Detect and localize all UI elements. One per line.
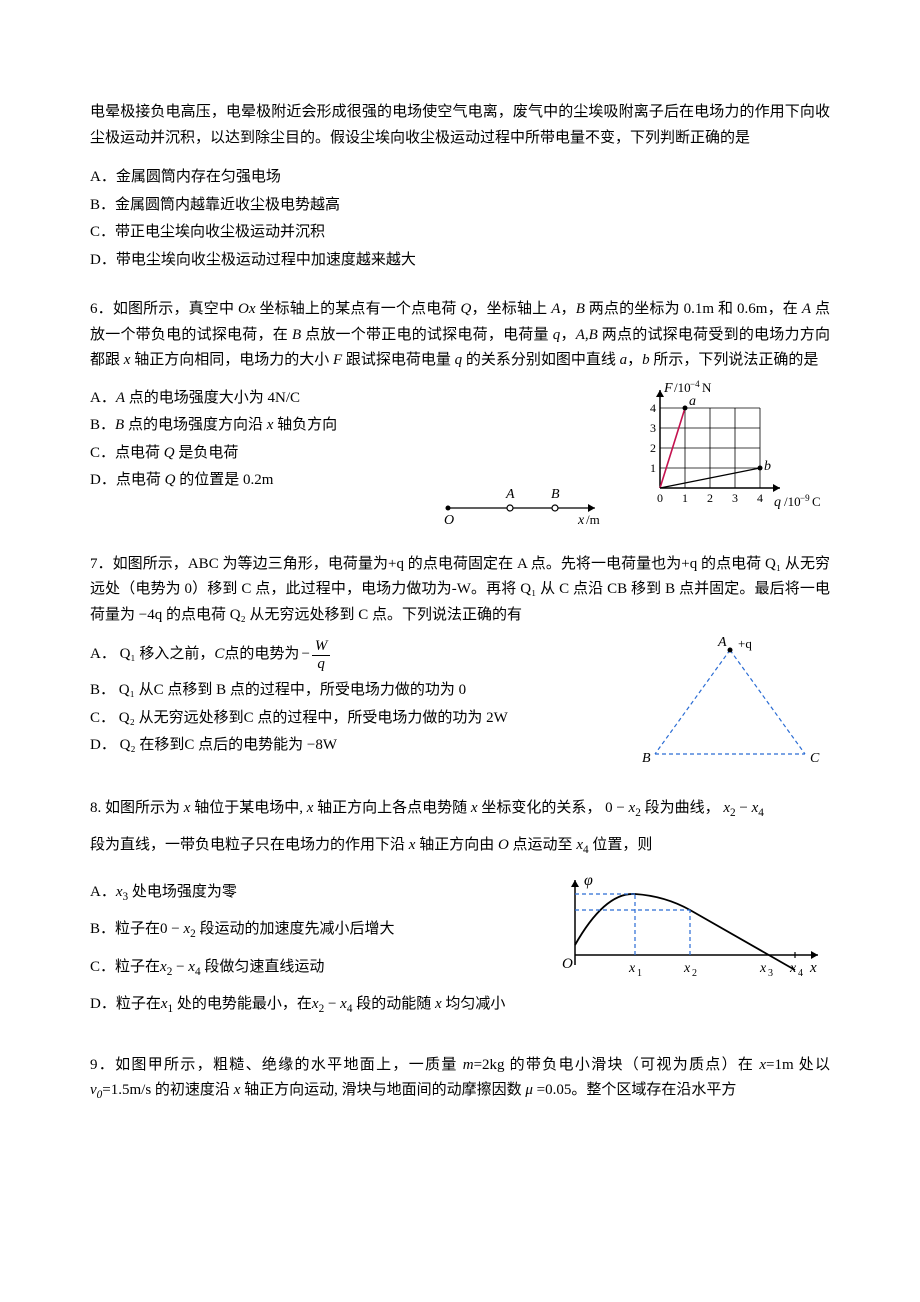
q8-stem-2: 段为直线，一带负电粒子只在电场力的作用下沿 x 轴正方向由 O 点运动至 x4 … — [90, 833, 830, 860]
q7-options: A． Q₁ 移入之前，C 点的电势为 − Wq B． Q₁ 从C 点移到 B 点… — [90, 638, 618, 759]
q6-option-b: B．B 点的电场强度方向沿 x 轴负方向 — [90, 413, 428, 439]
q7-option-a: A． Q₁ 移入之前，C 点的电势为 − Wq — [90, 638, 618, 672]
svg-text:φ: φ — [584, 872, 593, 889]
svg-text:C: C — [810, 751, 820, 766]
svg-text:+q: +q — [738, 636, 752, 651]
q6-line-diagram: O A B x /m — [440, 478, 610, 528]
q6-stem: 6．如图所示，真空中 Ox 坐标轴上的某点有一个点电荷 Q，坐标轴上 A，B 两… — [90, 297, 830, 374]
svg-text:3: 3 — [768, 968, 773, 979]
svg-text:4: 4 — [650, 401, 656, 415]
svg-text:3: 3 — [650, 421, 656, 435]
svg-text:4: 4 — [757, 491, 763, 505]
svg-text:1: 1 — [650, 461, 656, 475]
q8-option-d: D．粒子在x1 处的电势能最小，在x2 − x4 段的动能随 x 均匀减小 — [90, 992, 538, 1019]
q6-option-c: C．点电荷 Q 是负电荷 — [90, 441, 428, 467]
q5-option-a: A．金属圆筒内存在匀强电场 — [90, 165, 830, 191]
svg-text:2: 2 — [650, 441, 656, 455]
svg-text:3: 3 — [732, 491, 738, 505]
svg-text:A: A — [717, 635, 727, 650]
svg-text:N: N — [702, 380, 712, 395]
svg-text:a: a — [689, 394, 696, 409]
svg-text:B: B — [551, 487, 560, 502]
svg-text:1: 1 — [637, 968, 642, 979]
svg-text:−4: −4 — [690, 379, 700, 389]
q7-stem: 7．如图所示，ABC 为等边三角形，电荷量为+q 的点电荷固定在 A 点。先将一… — [90, 552, 830, 629]
q8-option-b: B．粒子在0 − x2 段运动的加速度先减小后增大 — [90, 917, 538, 944]
svg-text:0: 0 — [657, 491, 663, 505]
question-5: 电晕极接负电高压，电晕极附近会形成很强的电场使空气电离，废气中的尘埃吸附离子后在… — [90, 100, 830, 273]
svg-text:−9: −9 — [800, 493, 810, 503]
svg-text:x: x — [577, 513, 585, 528]
q5-option-c: C．带正电尘埃向收尘极运动并沉积 — [90, 220, 830, 246]
svg-text:A: A — [505, 487, 515, 502]
q7-option-d: D． Q₂ 在移到C 点后的电势能为 −8W — [90, 733, 618, 759]
svg-text:2: 2 — [692, 968, 697, 979]
svg-text:O: O — [444, 513, 454, 528]
svg-text:O: O — [562, 956, 573, 972]
question-8: 8. 如图所示为 x 轴位于某电场中, x 轴正方向上各点电势随 x 坐标变化的… — [90, 796, 830, 1029]
q5-stem: 电晕极接负电高压，电晕极附近会形成很强的电场使空气电离，废气中的尘埃吸附离子后在… — [90, 100, 830, 151]
svg-text:q: q — [774, 495, 781, 510]
svg-text:b: b — [764, 459, 771, 474]
q7-option-b: B． Q₁ 从C 点移到 B 点的过程中，所受电场力做的功为 0 — [90, 678, 618, 704]
question-7: 7．如图所示，ABC 为等边三角形，电荷量为+q 的点电荷固定在 A 点。先将一… — [90, 552, 830, 773]
svg-text:x: x — [759, 961, 767, 976]
svg-text:C: C — [812, 494, 821, 509]
q8-stem-1: 8. 如图所示为 x 轴位于某电场中, x 轴正方向上各点电势随 x 坐标变化的… — [90, 796, 830, 823]
svg-text:1: 1 — [682, 491, 688, 505]
q8-option-a: A．x3 处电场强度为零 — [90, 880, 538, 907]
q7-option-c: C． Q₂ 从无穷远处移到C 点的过程中，所受电场力做的功为 2W — [90, 706, 618, 732]
svg-text:2: 2 — [707, 491, 713, 505]
svg-text:x: x — [628, 961, 636, 976]
svg-text:F: F — [663, 381, 673, 396]
q5-option-b: B．金属圆筒内越靠近收尘极电势越高 — [90, 193, 830, 219]
svg-text:/10: /10 — [784, 494, 801, 509]
q9-stem: 9．如图甲所示，粗糙、绝缘的水平地面上，一质量 m=2kg 的带负电小滑块（可视… — [90, 1053, 830, 1106]
question-9: 9．如图甲所示，粗糙、绝缘的水平地面上，一质量 m=2kg 的带负电小滑块（可视… — [90, 1053, 830, 1106]
q8-option-c: C．粒子在x2 − x4 段做匀速直线运动 — [90, 955, 538, 982]
question-6: 6．如图所示，真空中 Ox 坐标轴上的某点有一个点电荷 Q，坐标轴上 A，B 两… — [90, 297, 830, 528]
q6-options: A．A 点的电场强度大小为 4N/C B．B 点的电场强度方向沿 x 轴负方向 … — [90, 386, 428, 494]
q5-option-d: D．带电尘埃向收尘极运动过程中加速度越来越大 — [90, 248, 830, 274]
svg-text:/10: /10 — [674, 380, 691, 395]
q6-graph: 1 2 3 4 0 1 2 3 4 F /10 −4 N q — [630, 378, 830, 528]
q8-graph: O φ x x 1 x 2 x 3 x 4 — [550, 870, 830, 990]
q6-option-d: D．点电荷 Q 的位置是 0.2m — [90, 468, 428, 494]
svg-text:/m: /m — [586, 512, 600, 527]
q8-options: A．x3 处电场强度为零 B．粒子在0 − x2 段运动的加速度先减小后增大 C… — [90, 880, 538, 1019]
svg-text:x: x — [789, 961, 797, 976]
q6-option-a: A．A 点的电场强度大小为 4N/C — [90, 386, 428, 412]
svg-text:B: B — [642, 751, 651, 766]
svg-text:x: x — [809, 960, 817, 976]
q5-options: A．金属圆筒内存在匀强电场 B．金属圆筒内越靠近收尘极电势越高 C．带正电尘埃向… — [90, 165, 830, 273]
q7-triangle-diagram: A +q B C — [630, 632, 830, 772]
svg-text:4: 4 — [798, 968, 803, 979]
svg-text:x: x — [683, 961, 691, 976]
